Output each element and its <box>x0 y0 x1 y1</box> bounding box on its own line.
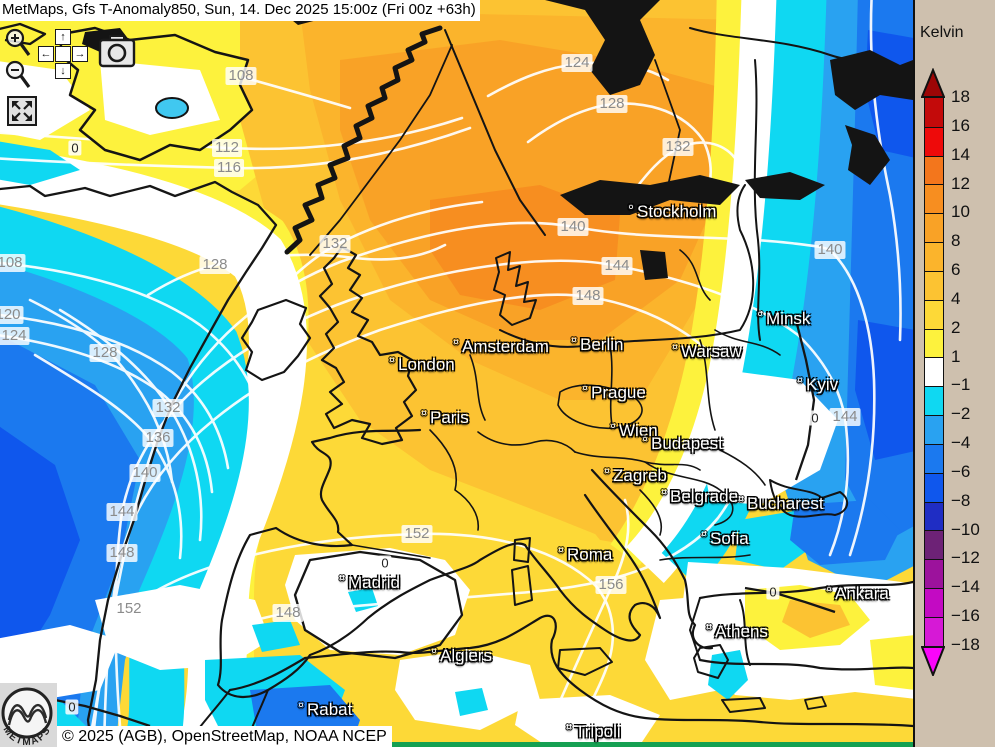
legend-segment <box>925 242 943 271</box>
legend-segment <box>925 155 943 185</box>
attribution: © 2025 (AGB), OpenStreetMap, NOAA NCEP <box>57 726 392 747</box>
legend-tick: 4 <box>951 288 961 308</box>
legend-tick: 8 <box>951 231 961 251</box>
zoom-in-button[interactable] <box>5 28 33 60</box>
fullscreen-icon <box>7 96 37 126</box>
legend-tick: 18 <box>951 87 970 106</box>
legend-segment <box>925 126 943 156</box>
snapshot-button[interactable] <box>98 34 138 68</box>
legend-segment <box>925 184 943 214</box>
legend-tick: −18 <box>951 635 980 654</box>
legend-tick: 2 <box>951 317 961 337</box>
pan-center-cell <box>55 46 71 62</box>
zoom-out-icon <box>5 60 31 88</box>
legend-tick: 16 <box>951 115 970 135</box>
legend-segment <box>925 299 943 329</box>
arrow-up-icon: ↑ <box>60 30 66 43</box>
legend-tick: 6 <box>951 260 961 280</box>
legend-tick: −16 <box>951 606 980 626</box>
arrow-left-icon: ← <box>40 47 52 60</box>
legend-tick: 1 <box>951 346 961 366</box>
legend-segment <box>925 328 943 358</box>
pan-right-button[interactable]: → <box>72 46 88 62</box>
legend-tick: 10 <box>951 202 970 222</box>
legend-segment <box>925 415 943 444</box>
camera-icon <box>98 35 136 68</box>
metmaps-logo-icon: METMAPS <box>1 687 53 747</box>
legend-segment <box>925 472 943 502</box>
legend-segment <box>925 443 943 473</box>
legend-tick: −6 <box>951 461 971 481</box>
pan-left-button[interactable]: ← <box>38 46 54 62</box>
legend-segment <box>925 213 943 243</box>
metmaps-logo[interactable]: METMAPS <box>0 683 57 747</box>
pan-control: ↑ ← → ↓ <box>38 29 88 79</box>
arrow-right-icon: → <box>74 47 86 60</box>
fullscreen-button[interactable] <box>7 96 37 126</box>
pan-up-button[interactable]: ↑ <box>55 29 71 45</box>
legend-segment <box>925 386 943 416</box>
legend-tick: −2 <box>951 404 971 424</box>
legend-segment <box>925 270 943 300</box>
legend-segment <box>925 530 943 560</box>
legend-arrow-top <box>921 68 945 98</box>
legend-tick: −12 <box>951 548 980 568</box>
map-title: MetMaps, Gfs T-Anomaly850, Sun, 14. Dec … <box>0 0 480 21</box>
pan-down-button[interactable]: ↓ <box>55 63 71 79</box>
legend-tick: −14 <box>951 577 980 597</box>
legend-segment <box>925 588 943 617</box>
legend-segment <box>925 559 943 589</box>
legend-segment <box>925 98 943 127</box>
weather-map[interactable] <box>0 0 913 747</box>
legend-tick: −8 <box>951 490 971 510</box>
legend-unit-label: Kelvin <box>920 24 964 41</box>
legend-segment <box>925 501 943 531</box>
legend-segment <box>925 616 943 646</box>
zoom-in-icon <box>5 28 31 56</box>
legend-colorbar <box>924 97 944 647</box>
legend-segment <box>925 357 943 387</box>
arrow-down-icon: ↓ <box>60 64 66 77</box>
legend-arrow-bottom <box>921 646 945 676</box>
legend-panel: Kelvin 18 16 14 12 10 8 6 4 2 1 −1 −2 −4 −6 −8 −10 −12 −1… <box>913 0 995 747</box>
legend-tick: −10 <box>951 519 980 539</box>
legend-tick: 14 <box>951 144 970 164</box>
legend-tick: −4 <box>951 433 971 453</box>
legend-tick: −1 <box>951 375 971 395</box>
legend-tick: 12 <box>951 173 970 193</box>
zoom-out-button[interactable] <box>5 60 33 92</box>
